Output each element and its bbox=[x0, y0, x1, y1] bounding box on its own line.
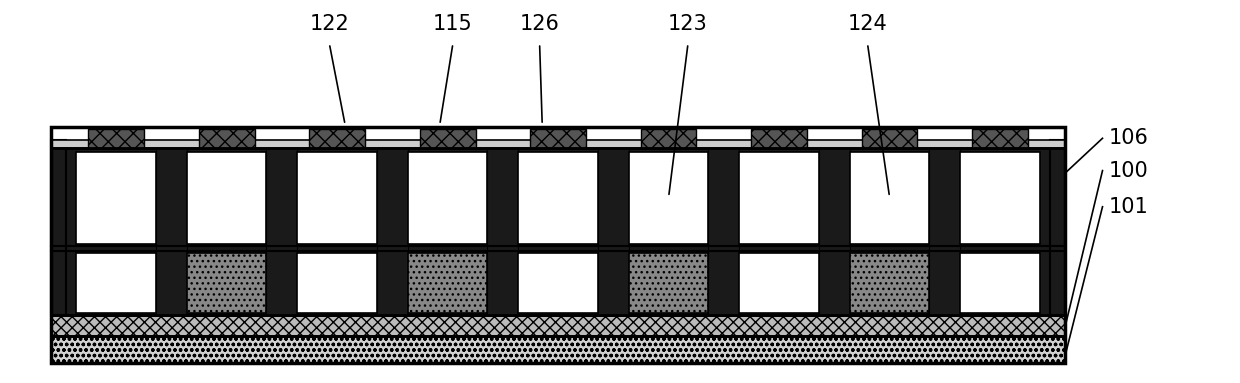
Bar bbox=[739, 254, 818, 313]
Bar bbox=[420, 129, 475, 148]
Bar bbox=[408, 254, 487, 313]
Bar bbox=[629, 152, 708, 244]
Bar bbox=[818, 148, 849, 315]
Bar bbox=[51, 336, 1065, 363]
Bar bbox=[518, 254, 598, 313]
Bar bbox=[862, 129, 918, 148]
Bar bbox=[51, 336, 1065, 363]
Bar bbox=[51, 148, 1065, 315]
Bar bbox=[267, 148, 298, 315]
Text: 115: 115 bbox=[433, 14, 472, 34]
Bar bbox=[51, 148, 1065, 315]
Bar bbox=[518, 152, 598, 244]
Bar bbox=[377, 148, 408, 315]
Bar bbox=[51, 315, 1065, 336]
Bar bbox=[51, 141, 67, 315]
Bar bbox=[972, 129, 1028, 148]
Bar bbox=[88, 129, 144, 148]
Bar bbox=[960, 152, 1040, 244]
Bar bbox=[187, 152, 267, 244]
Text: 106: 106 bbox=[1109, 128, 1148, 148]
Bar bbox=[1050, 141, 1065, 315]
Bar bbox=[187, 254, 267, 313]
Bar bbox=[487, 148, 518, 315]
Text: 123: 123 bbox=[668, 14, 708, 34]
Bar bbox=[708, 148, 739, 315]
Text: 100: 100 bbox=[1109, 160, 1148, 181]
Bar bbox=[849, 254, 929, 313]
Bar bbox=[960, 254, 1040, 313]
Bar bbox=[629, 254, 708, 313]
Bar bbox=[929, 148, 960, 315]
Text: 122: 122 bbox=[309, 14, 350, 34]
Bar bbox=[51, 315, 1065, 336]
Bar bbox=[298, 152, 377, 244]
Bar bbox=[849, 152, 929, 244]
Bar bbox=[51, 127, 1065, 363]
Text: 124: 124 bbox=[848, 14, 888, 34]
Bar bbox=[531, 129, 587, 148]
Bar bbox=[51, 141, 1065, 148]
Bar bbox=[77, 254, 156, 313]
Bar bbox=[598, 148, 629, 315]
Bar bbox=[739, 152, 818, 244]
Bar bbox=[156, 148, 187, 315]
Bar bbox=[408, 152, 487, 244]
Bar bbox=[198, 129, 254, 148]
Bar bbox=[641, 129, 697, 148]
Bar bbox=[309, 129, 365, 148]
Text: 126: 126 bbox=[520, 14, 559, 34]
Bar bbox=[77, 152, 156, 244]
Bar bbox=[751, 129, 807, 148]
Bar bbox=[298, 254, 377, 313]
Text: 101: 101 bbox=[1109, 197, 1148, 217]
